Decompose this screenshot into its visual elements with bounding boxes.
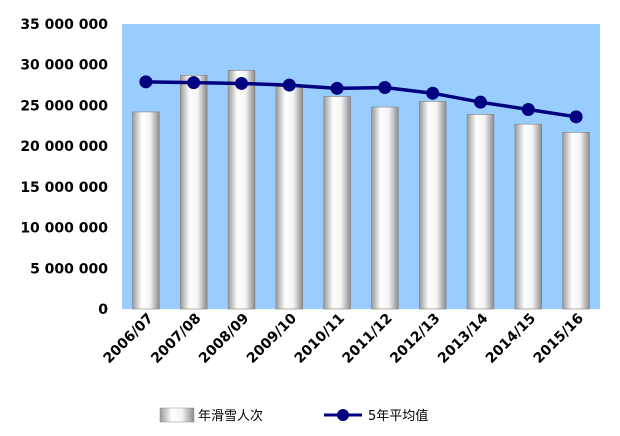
bar — [562, 132, 590, 310]
bar — [132, 111, 160, 310]
line-point — [282, 78, 296, 92]
y-tick-label: 10 000 000 — [20, 221, 108, 237]
y-tick-label: 20 000 000 — [20, 139, 108, 155]
x-tick-label: 2010/11 — [292, 311, 348, 367]
x-tick-label: 2008/09 — [196, 311, 252, 367]
line-point — [187, 76, 201, 90]
bar — [371, 106, 399, 310]
bar — [419, 101, 447, 310]
x-tick-label: 2015/16 — [531, 311, 587, 367]
y-tick-label: 25 000 000 — [20, 98, 108, 114]
line-point — [569, 110, 583, 124]
x-tick-label: 2013/14 — [435, 310, 491, 366]
bar — [323, 96, 351, 310]
line-point — [330, 81, 344, 95]
legend: 年滑雪人次 5年平均值 — [159, 407, 428, 424]
line-point — [521, 103, 535, 116]
y-tick-label: 15 000 000 — [20, 180, 108, 196]
bar — [227, 70, 256, 310]
x-tick-label: 2011/12 — [339, 311, 395, 367]
x-tick-label: 2014/15 — [483, 311, 539, 367]
x-tick-label: 2012/13 — [387, 311, 443, 367]
line-point — [378, 81, 392, 95]
average-line — [145, 80, 577, 119]
y-tick-label: 30 000 000 — [20, 58, 108, 74]
line-point — [426, 86, 440, 100]
legend-line-label: 5年平均值 — [368, 408, 428, 424]
y-tick-label: 0 — [98, 302, 108, 318]
legend-bar-swatch — [159, 407, 195, 423]
y-tick-label: 35 000 000 — [20, 17, 108, 33]
x-tick-label: 2006/07 — [100, 311, 156, 367]
line-point — [235, 76, 248, 90]
bar — [466, 114, 495, 310]
x-tick-label: 2009/10 — [244, 310, 300, 366]
line-point — [474, 95, 487, 109]
bar — [180, 75, 208, 310]
legend-line-marker — [337, 409, 349, 421]
legend-bar-label: 年滑雪人次 — [198, 408, 263, 424]
bar — [514, 123, 542, 310]
y-tick-label: 5 000 000 — [30, 261, 108, 277]
x-tick-label: 2007/08 — [148, 311, 204, 367]
line-point — [139, 75, 153, 89]
bar — [275, 86, 303, 310]
